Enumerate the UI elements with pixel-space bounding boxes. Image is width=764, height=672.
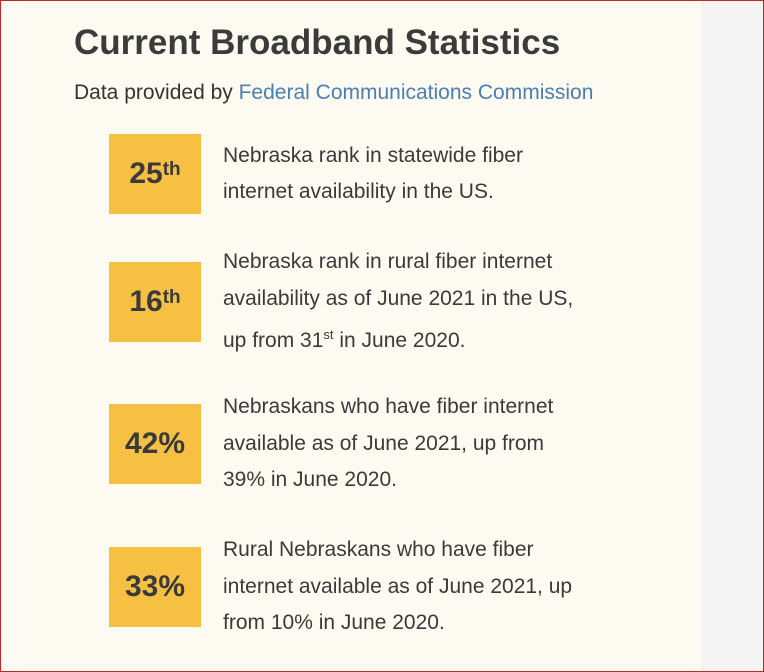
- description-line: internet availability in the US.: [223, 174, 523, 211]
- text: Nebraska rank in statewide fiber: [223, 143, 523, 167]
- description-line: availability as of June 2021 in the US,: [223, 281, 573, 318]
- stat-description: Nebraska rank in statewide fiber internet…: [223, 138, 523, 211]
- text: in June 2020.: [333, 329, 466, 353]
- badge-value: 25: [129, 157, 163, 190]
- superscript: st: [323, 327, 334, 343]
- stats-panel: Current Broadband Statistics Data provid…: [1, 1, 701, 671]
- badge-suffix: th: [162, 159, 181, 180]
- description-line: Nebraska rank in statewide fiber: [223, 138, 523, 175]
- text: Nebraska rank in rural fiber internet: [223, 250, 553, 274]
- text: Nebraskans who have fiber internet: [223, 395, 554, 419]
- title: Current Broadband Statistics: [74, 23, 561, 62]
- stat-description: Nebraska rank in rural fiber internet ava…: [223, 244, 573, 360]
- description-line: available as of June 2021, up from: [223, 426, 553, 463]
- text: 39% in June 2020.: [223, 468, 397, 492]
- badge-value: 33%: [124, 570, 186, 603]
- text: Rural Nebraskans who have fiber: [223, 538, 534, 562]
- description-line: from 10% in June 2020.: [223, 605, 572, 642]
- stat-description: Nebraskans who have fiber internet availa…: [223, 389, 553, 499]
- badge-value: 42%: [124, 427, 186, 460]
- subtitle-prefix: Data provided by: [74, 81, 233, 104]
- subtitle: Data provided by Federal Communications …: [74, 81, 593, 105]
- description-line: Nebraska rank in rural fiber internet: [223, 244, 573, 281]
- description-line: Nebraskans who have fiber internet: [223, 389, 553, 426]
- text: internet available as of June 2021, up: [223, 574, 573, 598]
- stat-badge: 33%: [109, 547, 201, 627]
- text: available as of June 2021, up from: [223, 431, 545, 455]
- source-link[interactable]: Federal Communications Commission: [238, 81, 594, 104]
- badge-value: 16: [129, 285, 163, 318]
- text: up from 31: [223, 329, 324, 353]
- description-line: Rural Nebraskans who have fiber: [223, 532, 572, 569]
- stat-badge: 42%: [109, 404, 201, 484]
- stat-row: 42% Nebraskans who have fiber internet ava…: [109, 389, 553, 499]
- stat-row: 33% Rural Nebraskans who have fiber intern…: [109, 532, 572, 642]
- stat-description: Rural Nebraskans who have fiber internet …: [223, 532, 572, 642]
- badge-suffix: th: [162, 287, 181, 308]
- description-line: up from 31st in June 2020.: [223, 317, 573, 360]
- text: availability as of June 2021 in the US,: [223, 286, 574, 310]
- description-line: internet available as of June 2021, up: [223, 569, 572, 606]
- text: internet availability in the US.: [223, 180, 494, 203]
- text: from 10% in June 2020.: [223, 611, 445, 635]
- description-line: 39% in June 2020.: [223, 462, 553, 499]
